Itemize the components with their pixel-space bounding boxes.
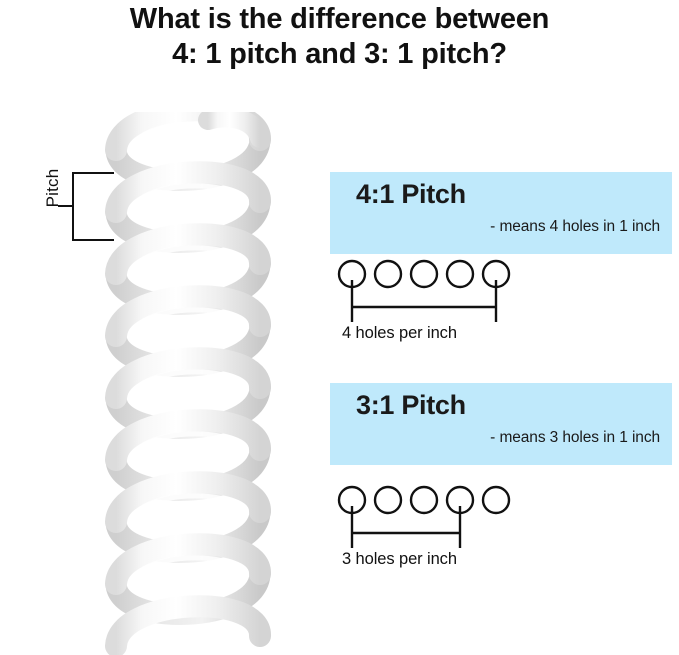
pitch-bracket-vertical: [72, 172, 74, 241]
holes-caption-4to1: 4 holes per inch: [342, 324, 457, 342]
pitch-bracket-bottom-arm: [72, 239, 114, 241]
info-heading-4to1: 4:1 Pitch: [356, 179, 466, 209]
hole-circle: [373, 485, 403, 515]
page-title-line-1: What is the difference between: [129, 3, 550, 35]
hole-circle: [481, 485, 511, 515]
info-box-3to1: 3:1 Pitch - means 3 holes in 1 inch: [330, 383, 672, 465]
hole-circle: [373, 259, 403, 289]
page-title-line-2: 4: 1 pitch and 3: 1 pitch?: [172, 37, 507, 70]
hole-circle: [409, 259, 439, 289]
hole-circle: [409, 485, 439, 515]
info-subtitle-3to1: - means 3 holes in 1 inch: [490, 429, 660, 447]
info-box-4to1: 4:1 Pitch - means 4 holes in 1 inch: [330, 172, 672, 254]
pitch-bracket-top-arm: [72, 172, 114, 174]
info-subtitle-4to1: - means 4 holes in 1 inch: [490, 218, 660, 236]
holes-diagram-4to1: 4 holes per inch: [336, 258, 536, 353]
pitch-annotation: Pitch: [22, 160, 132, 260]
info-heading-3to1: 3:1 Pitch: [356, 390, 466, 420]
page-title: What is the difference between 4: 1 pitc…: [0, 2, 679, 72]
pitch-bracket-tick: [58, 205, 73, 207]
holes-caption-3to1: 3 holes per inch: [342, 550, 457, 568]
holes-diagram-3to1: 3 holes per inch: [336, 484, 536, 579]
spiral-coil-illustration: [88, 112, 298, 655]
hole-circle: [445, 259, 475, 289]
pitch-label: Pitch: [43, 168, 62, 208]
